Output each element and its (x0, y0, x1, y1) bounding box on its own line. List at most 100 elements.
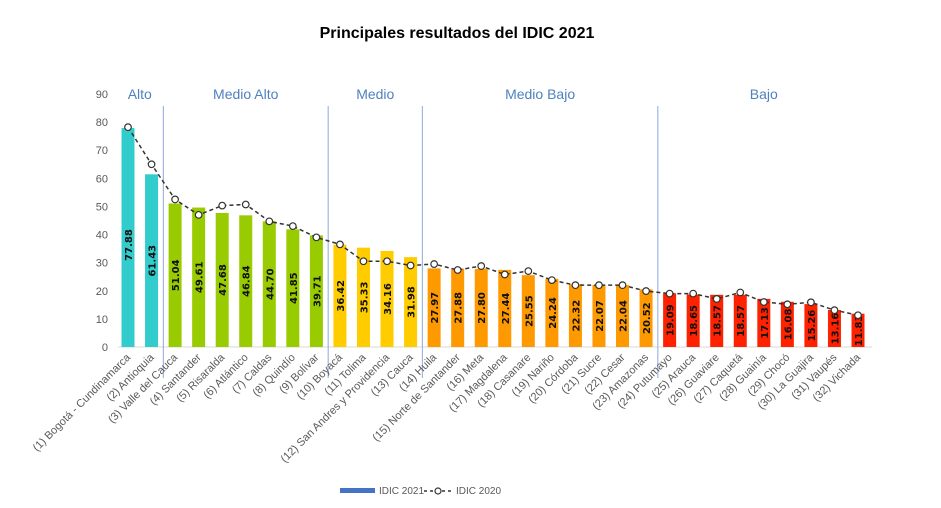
data-label: 18.57 (713, 305, 724, 337)
idic-2020-point (336, 240, 344, 249)
data-label: 36.42 (336, 280, 347, 312)
bar (192, 207, 206, 347)
idic-2020-point (383, 257, 391, 266)
bar (616, 285, 630, 347)
data-label: 18.57 (736, 305, 747, 337)
group-labels: Alto Medio Alto Medio Medio Bajo Bajo (128, 86, 778, 102)
bar (168, 203, 182, 347)
bar (780, 301, 794, 347)
y-tick-label: 10 (96, 314, 108, 326)
idic-2020-point (736, 288, 745, 297)
idic-2020-point (571, 281, 580, 290)
y-tick-label: 50 (96, 201, 108, 213)
bar (592, 284, 606, 347)
data-label: 20.52 (642, 302, 653, 334)
idic-2020-point (854, 311, 862, 320)
data-label: 27.44 (501, 293, 512, 325)
data-label: 25.55 (524, 295, 535, 327)
data-label: 16.08 (783, 309, 794, 341)
bar (733, 294, 747, 347)
data-label: 27.80 (477, 292, 488, 324)
data-label: 49.61 (195, 261, 206, 293)
idic-2020-point (689, 289, 698, 298)
bar (380, 250, 394, 347)
data-label: 27.88 (454, 292, 465, 324)
data-label: 22.04 (619, 300, 630, 332)
idic-2020-point (477, 262, 486, 270)
data-label: 47.68 (218, 264, 229, 296)
idic-2020-point (665, 289, 674, 298)
bar (498, 269, 512, 347)
data-label: 46.84 (242, 265, 253, 297)
bar (851, 313, 865, 347)
bars: 77.88 61.43 51.04 49.61 47.68 46.84 44.70 41.85… (121, 128, 865, 347)
bar (663, 293, 677, 347)
idic-2020-point (712, 295, 721, 303)
bar (545, 278, 559, 347)
data-label: 51.04 (171, 259, 182, 291)
idic-2020-point (124, 123, 132, 132)
group-label: Bajo (750, 86, 778, 102)
idic-2020-point (171, 195, 179, 204)
legend: IDIC 2021 IDIC 2020 (340, 486, 501, 497)
y-tick-label: 80 (96, 117, 108, 129)
idic-2020-point (783, 300, 792, 309)
data-label: 15.26 (807, 310, 818, 342)
data-label: 31.98 (407, 286, 418, 318)
bar (710, 294, 724, 347)
group-label: Medio Bajo (505, 86, 575, 102)
bar (757, 298, 771, 347)
data-label: 61.43 (148, 245, 159, 277)
bar (404, 257, 418, 347)
bar (686, 294, 700, 347)
x-tick-label: (1) Bogotá - Cundinamarca (31, 351, 134, 454)
idic-2020-point (524, 267, 533, 276)
idic-2020-point (759, 298, 768, 306)
idic-2020-point (595, 281, 603, 290)
bar (356, 247, 370, 347)
legend-marker-idic-2020 (434, 487, 442, 495)
data-label: 22.07 (595, 300, 606, 332)
x-axis-labels: (1) Bogotá - Cundinamarca(2) Antioquia(3… (31, 351, 864, 465)
idic-2020-point (241, 200, 250, 209)
group-label: Alto (128, 86, 152, 102)
bar (804, 304, 818, 347)
idic-2020-point (547, 276, 556, 284)
idic-2020-line (124, 123, 862, 320)
bar (451, 268, 465, 347)
data-label: 39.71 (312, 275, 323, 307)
y-tick-label: 20 (96, 286, 108, 298)
data-label: 19.09 (666, 304, 677, 336)
data-label: 22.32 (571, 300, 582, 332)
y-tick-label: 0 (102, 342, 108, 354)
y-tick-label: 90 (96, 89, 108, 101)
legend-label-idic-2021: IDIC 2021 (379, 486, 424, 497)
group-label: Medio (356, 86, 394, 102)
data-label: 34.16 (383, 283, 394, 315)
y-tick-label: 40 (96, 230, 108, 242)
idic-2020-point (642, 287, 650, 295)
y-tick-label: 30 (96, 258, 108, 270)
bar (262, 221, 276, 347)
idic-2020-point (265, 217, 274, 226)
idic-2020-point (218, 201, 227, 210)
idic-2020-point (288, 222, 297, 231)
bar (521, 275, 535, 347)
chart-title: Principales resultados del IDIC 2021 (320, 25, 595, 42)
data-label: 17.13 (760, 307, 771, 339)
bar (121, 128, 135, 347)
bar (239, 215, 253, 347)
idic-2020-point (312, 233, 321, 242)
idic-2020-point (406, 261, 415, 270)
bar (215, 212, 229, 347)
idic-2020-point (430, 260, 439, 268)
data-label: 44.70 (265, 268, 276, 300)
idic-2020-point (500, 270, 509, 279)
bar (639, 289, 653, 347)
data-label: 11.83 (854, 315, 865, 347)
bar (333, 244, 347, 347)
data-label: 41.85 (289, 272, 300, 304)
idic-2020-point (194, 210, 203, 219)
idic-2020-point (453, 266, 462, 274)
